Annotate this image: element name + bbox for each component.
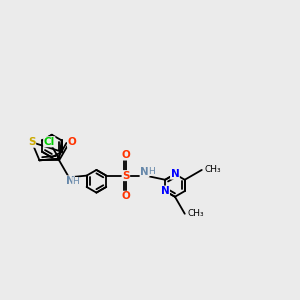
Text: H: H bbox=[72, 177, 79, 186]
Text: N: N bbox=[65, 176, 74, 186]
Text: S: S bbox=[28, 137, 36, 147]
Text: N: N bbox=[171, 169, 179, 179]
Text: O: O bbox=[68, 137, 76, 147]
Text: H: H bbox=[148, 167, 155, 176]
Text: Cl: Cl bbox=[44, 137, 55, 147]
Text: N: N bbox=[140, 167, 149, 177]
Text: O: O bbox=[122, 191, 130, 201]
Text: CH₃: CH₃ bbox=[187, 209, 204, 218]
Text: S: S bbox=[122, 171, 130, 181]
Text: CH₃: CH₃ bbox=[204, 165, 221, 174]
Text: N: N bbox=[161, 186, 170, 196]
Text: O: O bbox=[122, 150, 130, 160]
